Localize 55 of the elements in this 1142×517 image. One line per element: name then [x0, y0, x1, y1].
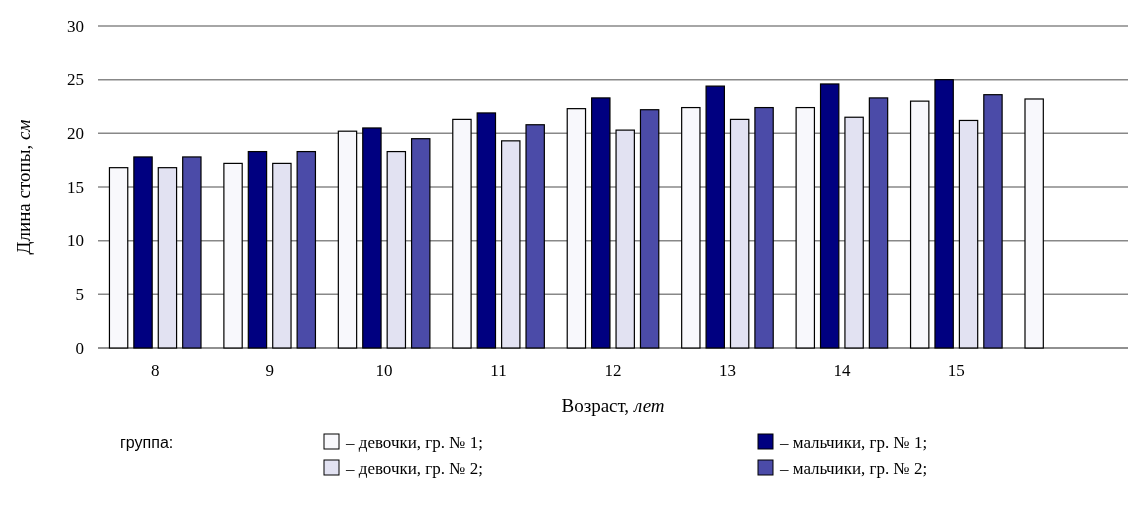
x-tick-label: 14: [833, 361, 851, 380]
y-tick-label: 25: [67, 70, 84, 90]
x-tick-label: 13: [718, 361, 736, 380]
bar: [337, 130, 358, 349]
y-tick-label: 30: [67, 16, 84, 36]
y-tick-label: 10: [67, 231, 84, 251]
x-tick-label: 12: [604, 361, 622, 380]
bar: [639, 109, 660, 349]
legend-title: группа:: [120, 434, 174, 451]
bar: [501, 140, 521, 349]
bar: [108, 167, 129, 349]
bar: [1024, 98, 1044, 349]
bar: [909, 100, 930, 349]
bar: [983, 94, 1003, 349]
bar: [223, 162, 243, 349]
bar: [476, 112, 497, 349]
legend-label: – мальчики, гр. № 2;: [779, 459, 928, 478]
bar: [386, 150, 407, 349]
bar: [844, 116, 864, 349]
x-tick-label: 11: [490, 361, 507, 380]
bar: [729, 118, 750, 349]
y-tick-label: 5: [75, 284, 84, 304]
bar: [133, 156, 153, 349]
bar: [566, 108, 587, 349]
bar: [157, 167, 178, 349]
x-tick-label: 15: [947, 361, 965, 380]
y-tick-label: 0: [75, 338, 84, 358]
x-tick-label: 9: [265, 361, 274, 380]
bar: [591, 97, 611, 349]
bar: [410, 138, 431, 349]
bar: [362, 127, 382, 349]
bar: [525, 124, 545, 349]
x-tick-label: 10: [375, 361, 393, 380]
legend-label: – девочки, гр. № 2;: [345, 459, 483, 478]
legend-label: – мальчики, гр. № 1;: [779, 433, 928, 452]
y-axis-title: Длина стопы, см: [13, 119, 34, 255]
bar: [705, 85, 725, 349]
bar: [934, 79, 954, 349]
bar: [272, 162, 292, 349]
bar: [868, 97, 889, 349]
legend-label: – девочки, гр. № 1;: [345, 433, 483, 452]
bar: [958, 119, 979, 349]
x-axis-title: Возраст, лет: [561, 395, 665, 416]
y-tick-label: 20: [67, 123, 84, 143]
bar: [681, 106, 701, 349]
y-tick-label: 15: [67, 177, 84, 197]
bar: [615, 129, 635, 349]
bar: [182, 156, 202, 349]
bar: [795, 106, 816, 349]
x-tick-label: 8: [150, 361, 160, 380]
bar: [296, 150, 317, 349]
bar: [452, 118, 472, 349]
bar: [819, 83, 840, 349]
bar: [754, 106, 774, 349]
bar: [247, 150, 268, 349]
